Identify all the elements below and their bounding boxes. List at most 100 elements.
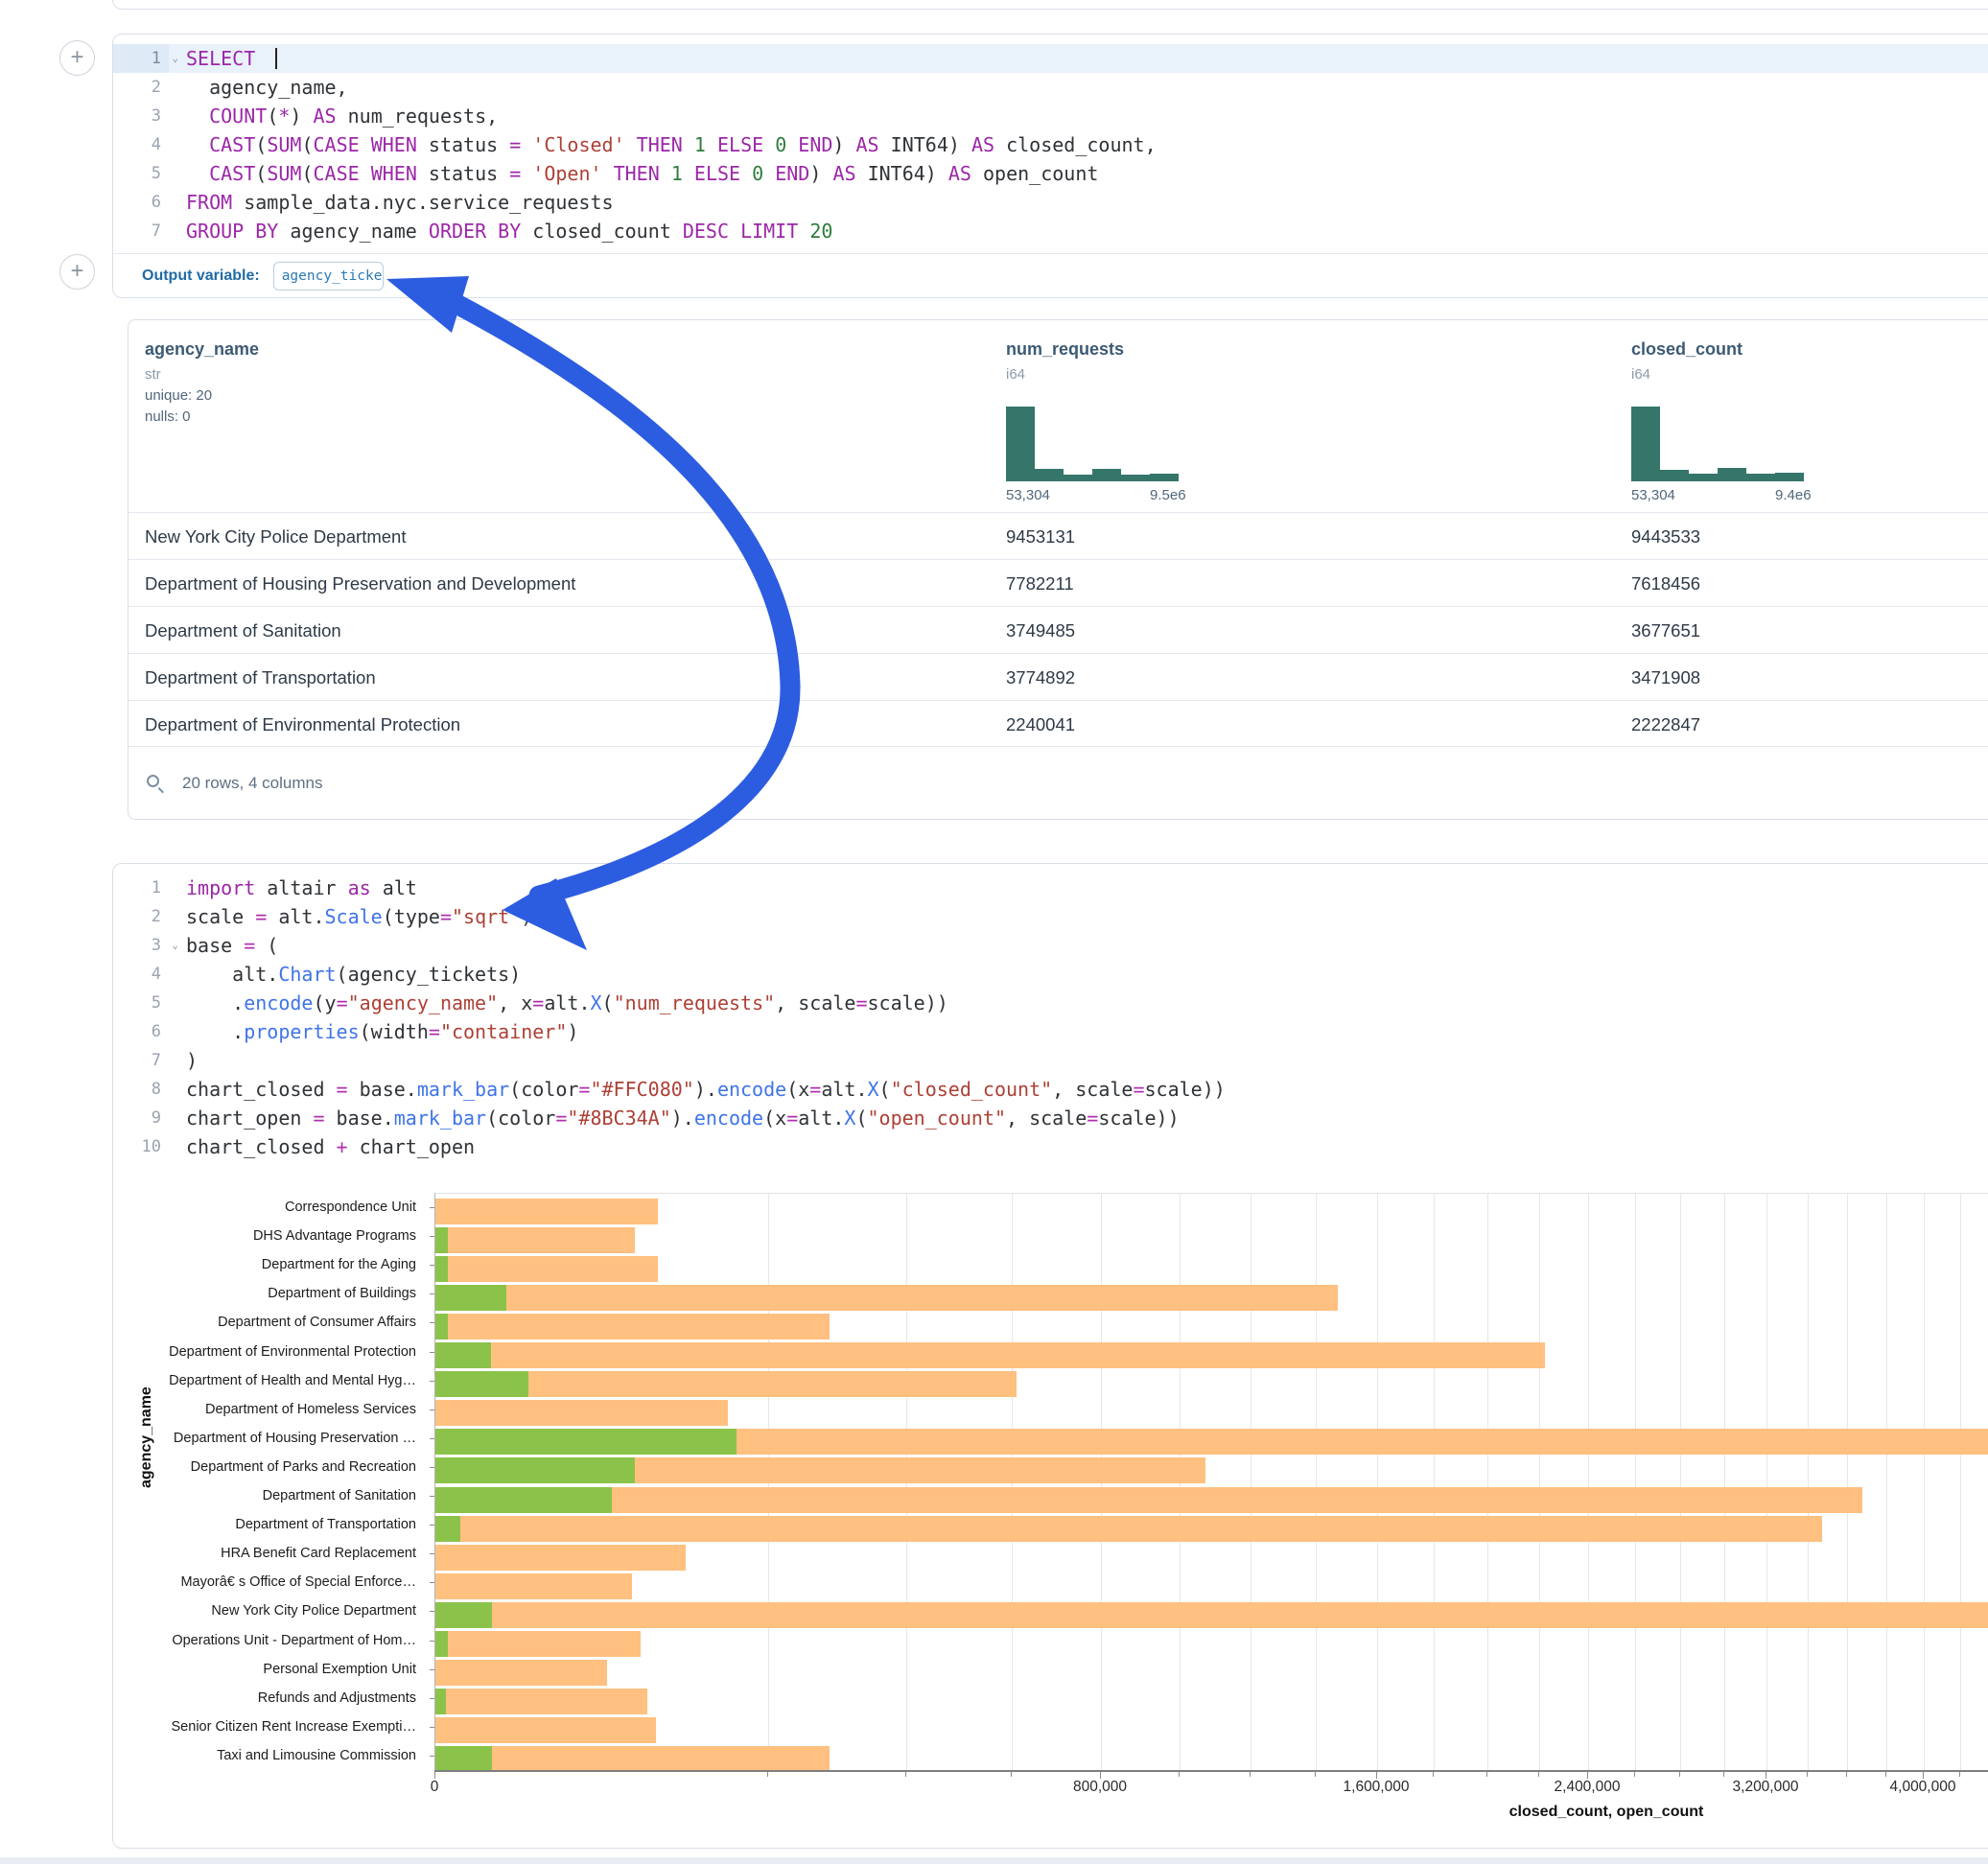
closed-count-bar	[435, 1660, 607, 1686]
column-header-closed_count[interactable]: closed_count i64	[1631, 339, 1742, 383]
python-code-line[interactable]: 1 import altair as alt	[113, 874, 1988, 902]
closed-count-bar	[435, 1689, 647, 1714]
sql-code-line[interactable]: 6 FROM sample_data.nyc.service_requests	[113, 188, 1988, 217]
histogram-bin	[1006, 407, 1035, 481]
text-cursor	[275, 48, 278, 69]
y-tick	[430, 1756, 434, 1757]
code-text: chart_open = base.mark_bar(color="#8BC34…	[186, 1107, 1180, 1130]
line-number: 4	[151, 965, 161, 984]
sql-code-line[interactable]: 5 CAST(SUM(CASE WHEN status = 'Open' THE…	[113, 159, 1988, 188]
gridline	[1847, 1194, 1848, 1770]
column-header-num_requests[interactable]: num_requests i64	[1006, 339, 1124, 383]
sql-code-line[interactable]: 7 GROUP BY agency_name ORDER BY closed_co…	[113, 217, 1988, 245]
histogram-bin	[1092, 469, 1121, 481]
python-code-line[interactable]: 3 ⌄ base = (	[113, 931, 1988, 960]
collapse-chevron-icon[interactable]: ⌄	[172, 939, 178, 951]
open-count-bar	[435, 1631, 448, 1657]
y-tick	[430, 1438, 434, 1439]
python-code-line[interactable]: 4 alt.Chart(agency_tickets)	[113, 960, 1988, 989]
closed-count-bar	[435, 1314, 830, 1340]
closed-count-bar	[435, 1545, 686, 1571]
closed-count-bar	[435, 1746, 830, 1770]
y-tick	[430, 1669, 434, 1670]
table-row: Department of Environmental Protection 22…	[129, 700, 1988, 747]
histogram-bin	[1718, 468, 1746, 481]
histogram-min-label: 53,304	[1631, 487, 1675, 503]
x-tick-label: 2,400,000	[1554, 1779, 1621, 1795]
table-row: New York City Police Department 9453131 94…	[129, 512, 1988, 559]
open-count-bar	[435, 1429, 737, 1455]
page-bottom-strip	[0, 1857, 1988, 1864]
open-count-bar	[435, 1342, 491, 1368]
closed-count-bar	[435, 1487, 1862, 1513]
python-code-line[interactable]: 2 scale = alt.Scale(type="sqrt")	[113, 902, 1988, 931]
closed-count-bar	[435, 1573, 632, 1599]
open-count-bar	[435, 1602, 492, 1628]
x-tick-label: 800,000	[1072, 1779, 1128, 1795]
code-text: CAST(SUM(CASE WHEN status = 'Closed' THE…	[209, 133, 1157, 156]
y-category-label: Personal Exemption Unit	[263, 1661, 416, 1677]
add-cell-button-top[interactable]: +	[59, 40, 95, 76]
output-variable-input[interactable]: agency_tickets	[272, 261, 384, 291]
open-count-bar	[435, 1457, 635, 1483]
x-minor-tick	[1315, 1772, 1316, 1777]
code-text: chart_closed + chart_open	[186, 1135, 476, 1158]
line-number: 7	[151, 1051, 161, 1070]
python-code-line[interactable]: 5 .encode(y="agency_name", x=alt.X("num_…	[113, 989, 1988, 1017]
previous-cell-edge	[112, 0, 1988, 10]
python-code-editor[interactable]: 1 import altair as alt 2 scale = alt.Scale(…	[113, 864, 1988, 1161]
line-number: 8	[151, 1080, 161, 1099]
y-category-label: Operations Unit - Department of Hom…	[172, 1632, 416, 1648]
closed-count-bar	[435, 1400, 728, 1426]
python-code-line[interactable]: 6 .properties(width="container")	[113, 1017, 1988, 1046]
output-variable-label: Output variable:	[142, 267, 260, 284]
y-category-label: Taxi and Limousine Commission	[217, 1747, 416, 1763]
table-row: Department of Transportation 3774892 34719…	[129, 653, 1988, 700]
y-tick	[430, 1207, 434, 1208]
sql-code-line[interactable]: 2 agency_name,	[113, 73, 1988, 102]
sql-code-line[interactable]: 3 COUNT(*) AS num_requests,	[113, 102, 1988, 130]
open-count-bar	[435, 1314, 448, 1340]
code-text: chart_closed = base.mark_bar(color="#FFC…	[186, 1078, 1226, 1101]
y-category-label: Senior Citizen Rent Increase Exempti…	[171, 1718, 416, 1735]
y-category-label: Department of Sanitation	[262, 1488, 416, 1503]
sql-code-line[interactable]: 1 ⌄ SELECT	[113, 44, 1988, 73]
add-cell-button-output[interactable]: +	[59, 254, 95, 290]
column-header-agency_name[interactable]: agency_name str unique: 20 nulls: 0	[145, 339, 259, 425]
cell-closed-count: 9443533	[1631, 526, 1701, 547]
gridline	[1680, 1194, 1681, 1770]
python-code-line[interactable]: 8 chart_closed = base.mark_bar(color="#FF…	[113, 1075, 1988, 1104]
code-text: CAST(SUM(CASE WHEN status = 'Open' THEN …	[209, 162, 1099, 185]
open-count-bar	[435, 1516, 460, 1542]
code-text: .encode(y="agency_name", x=alt.X("num_re…	[186, 991, 948, 1014]
python-code-line[interactable]: 9 chart_open = base.mark_bar(color="#8BC3…	[113, 1104, 1988, 1132]
sql-code-line[interactable]: 4 CAST(SUM(CASE WHEN status = 'Closed' T…	[113, 130, 1988, 159]
histogram-bin	[1689, 474, 1718, 481]
gridline	[1487, 1194, 1488, 1770]
y-tick	[430, 1322, 434, 1323]
search-icon[interactable]	[146, 774, 165, 793]
code-text: alt.Chart(agency_tickets)	[186, 963, 522, 986]
x-tick-label: 3,200,000	[1732, 1779, 1799, 1795]
python-code-line[interactable]: 7)	[113, 1046, 1988, 1075]
column-name: num_requests	[1006, 339, 1125, 359]
x-major-tick	[1376, 1772, 1377, 1779]
code-text: FROM sample_data.nyc.service_requests	[186, 191, 614, 214]
x-tick-label: 4,000,000	[1889, 1779, 1956, 1795]
y-category-label: Department of Parks and Recreation	[190, 1458, 416, 1475]
collapse-chevron-icon[interactable]: ⌄	[172, 52, 178, 64]
x-minor-tick	[1959, 1772, 1960, 1777]
code-text: import altair as alt	[186, 876, 417, 899]
cell-agency-name: Department of Environmental Protection	[145, 714, 461, 734]
sql-code-editor[interactable]: 1 ⌄ SELECT 2 agency_name, 3 COUNT(*) AS num…	[113, 35, 1988, 245]
y-tick	[430, 1553, 434, 1554]
python-code-line[interactable]: 10 chart_closed + chart_open	[113, 1132, 1988, 1161]
y-category-label: Department of Transportation	[235, 1517, 416, 1533]
line-number: 6	[151, 1022, 161, 1041]
closed-count-bar	[435, 1371, 1017, 1397]
cell-agency-name: Department of Sanitation	[145, 620, 341, 641]
y-category-label: Correspondence Unit	[284, 1200, 416, 1215]
gridline	[1635, 1194, 1636, 1770]
code-text: agency_name,	[186, 76, 348, 99]
x-major-tick	[1923, 1772, 1924, 1779]
